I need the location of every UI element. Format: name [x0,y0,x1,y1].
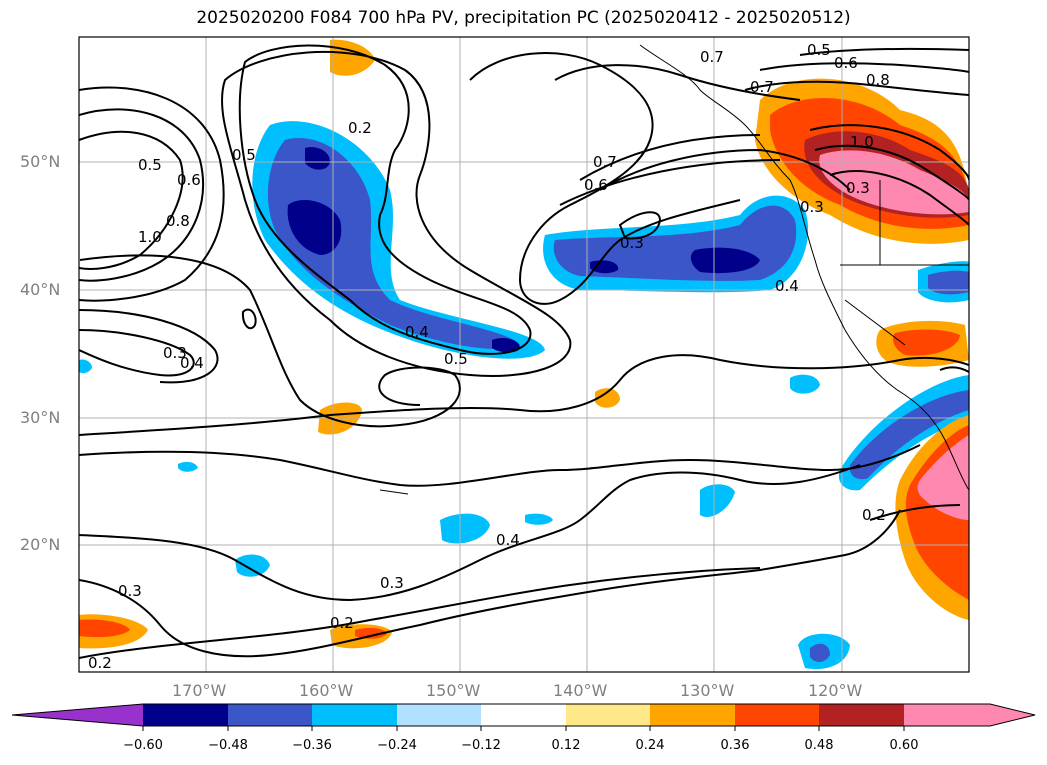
colorbar-extend-low [12,704,143,726]
precip-shading [79,39,969,670]
colorbar-tick-label: 0.48 [804,738,834,753]
contour-label: 0.2 [330,614,354,632]
contour-label: 0.4 [496,531,520,549]
contour-label: 0.7 [700,48,724,66]
contour-label: 0.3 [380,574,404,592]
contour-label: 0.2 [348,119,372,137]
contour-label: 0.3 [846,179,870,197]
contour-label: 0.7 [593,153,617,171]
graticule [79,37,969,672]
coastline [379,44,969,495]
lat-label-40n: 40°N [20,280,61,299]
colorbar-tick-label: 0.60 [889,738,919,753]
contour-label: 0.4 [405,323,429,341]
colorbar-tick-label: −0.48 [208,738,248,753]
contour-label: 0.5 [232,146,256,164]
contour-label: 0.6 [177,171,201,189]
contour-label: 0.8 [166,212,190,230]
colorbar-tick-label: 0.36 [720,738,750,753]
colorbar-tick-label: 0.12 [551,738,581,753]
lon-label-160w: 160°W [299,681,354,700]
lon-label-170w: 170°W [172,681,227,700]
lat-label-50n: 50°N [20,152,61,171]
contour-label: 0.4 [180,354,204,372]
contour-labels: 0.5 0.2 0.7 0.6 0.8 0.5 0.6 0.7 0.6 0.7 … [88,41,890,672]
contour-label: 0.4 [775,277,799,295]
pv-contours [79,44,969,659]
colorbar [11,703,1036,731]
contour-label: 0.3 [620,234,644,252]
colorbar-tick-label: −0.60 [123,738,163,753]
lon-label-140w: 140°W [553,681,608,700]
contour-label: 0.7 [750,78,774,96]
lon-label-130w: 130°W [680,681,735,700]
lat-label-20n: 20°N [20,535,61,554]
colorbar-tick-label: −0.36 [292,738,332,753]
contour-label: 0.3 [118,582,142,600]
map-title: 2025020200 F084 700 hPa PV, precipitatio… [196,8,851,28]
contour-label: 1.0 [850,133,874,151]
contour-label: 0.5 [807,41,831,59]
contour-label: 0.6 [584,176,608,194]
contour-label: 0.8 [866,71,890,89]
lon-label-120w: 120°W [808,681,863,700]
contour-label: 0.6 [834,54,858,72]
colorbar-tick-label: −0.12 [461,738,501,753]
map-content: 0.5 0.2 0.7 0.6 0.8 0.5 0.6 0.7 0.6 0.7 … [79,37,969,672]
contour-label: 0.3 [800,198,824,216]
map-frame [78,36,970,673]
lon-label-150w: 150°W [426,681,481,700]
lat-label-30n: 30°N [20,408,61,427]
contour-label: 0.5 [138,156,162,174]
contour-label: 0.2 [88,654,112,672]
colorbar-tick-label: 0.24 [635,738,665,753]
contour-label: 0.5 [444,350,468,368]
colorbar-tick-label: −0.24 [377,738,417,753]
contour-label: 0.3 [163,344,187,362]
contour-label: 0.2 [862,506,886,524]
colorbar-extend-high [904,704,1035,726]
contour-label: 1.0 [138,228,162,246]
